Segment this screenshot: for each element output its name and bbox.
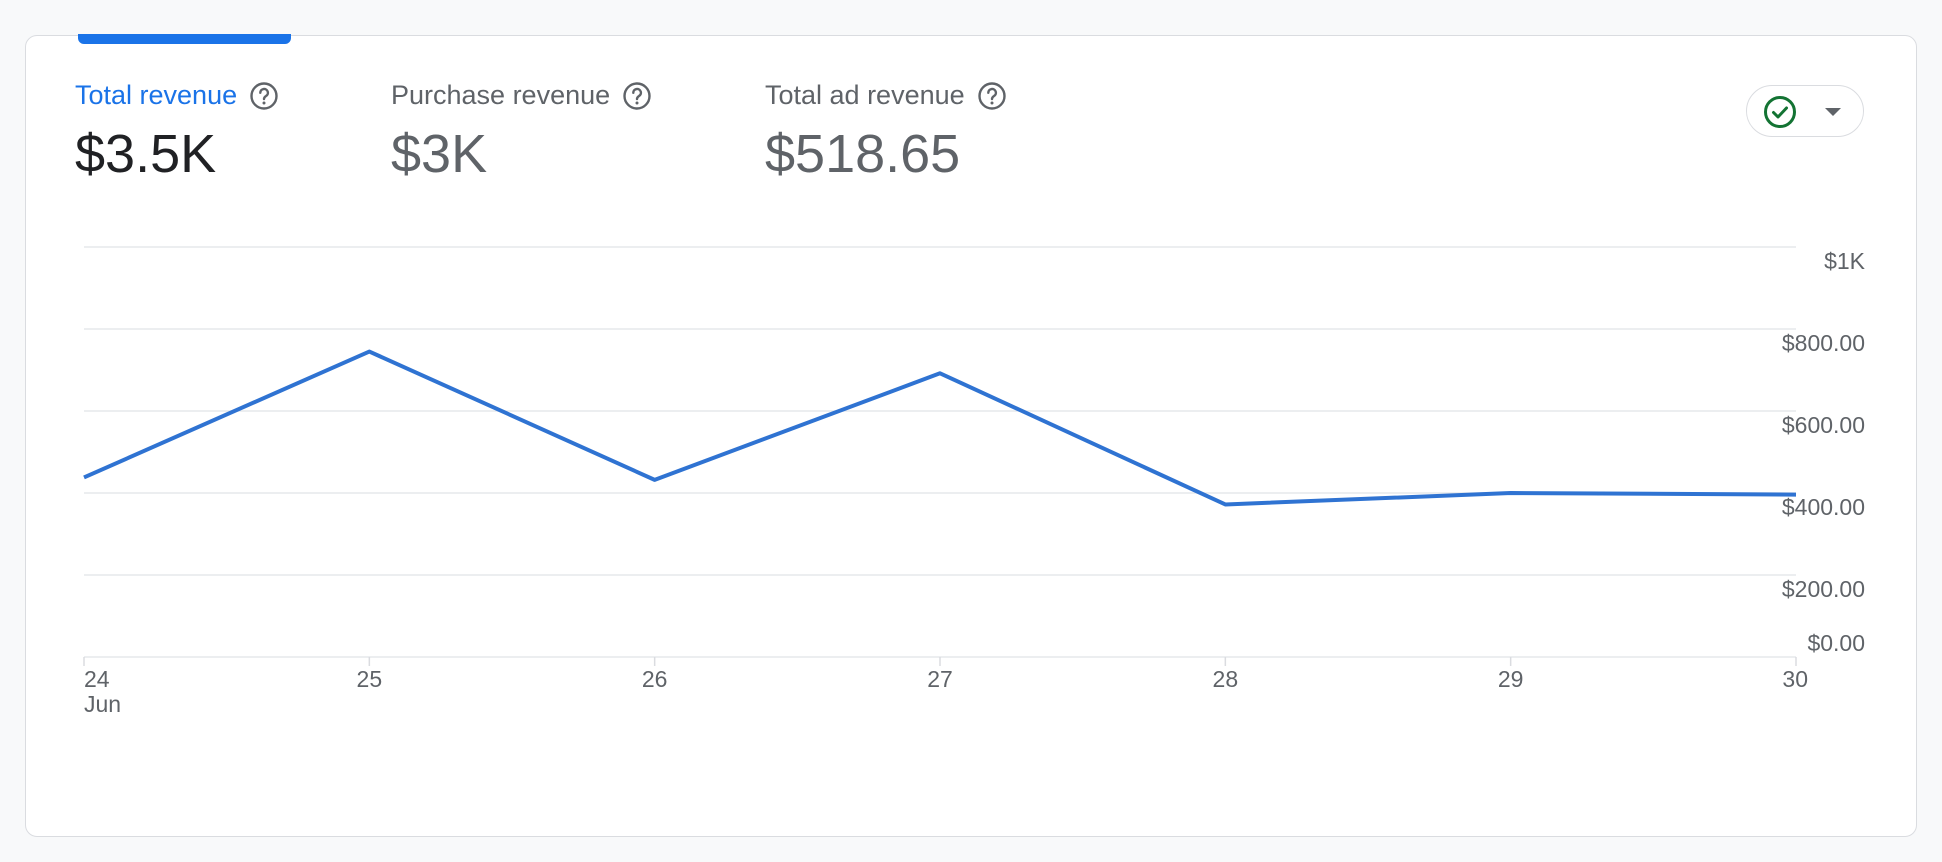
metric-value: $3.5K [75, 124, 217, 184]
revenue-card [25, 35, 1917, 837]
x-tick-label: 25 [357, 666, 383, 692]
data-point[interactable] [1221, 500, 1229, 508]
y-tick-label: $1K [1824, 248, 1866, 274]
metric-purchase-revenue[interactable]: Purchase revenue $3K [391, 80, 652, 185]
metric-value: $3K [391, 124, 488, 184]
data-point[interactable] [365, 348, 373, 356]
status-dropdown-button[interactable] [1746, 85, 1864, 137]
x-tick-label: 30 [1782, 666, 1808, 692]
check-circle-icon [1764, 96, 1796, 128]
x-tick-sublabel: Jun [84, 691, 121, 717]
series-layer [80, 348, 1800, 508]
help-icon[interactable] [249, 81, 279, 111]
metric-label: Purchase revenue [391, 80, 611, 110]
x-tick-label: 24 [84, 666, 110, 692]
y-tick-label: $400.00 [1782, 494, 1865, 520]
active-tab-indicator [78, 34, 291, 44]
metric-value: $518.65 [765, 124, 961, 184]
y-tick-label: $200.00 [1782, 576, 1865, 602]
help-icon[interactable] [622, 81, 652, 111]
gridlines [84, 246, 1796, 658]
data-point[interactable] [1792, 491, 1800, 499]
data-point[interactable] [80, 473, 88, 481]
data-point[interactable] [1507, 489, 1515, 497]
metric-label: Total ad revenue [765, 80, 965, 110]
x-tick-label: 27 [927, 666, 953, 692]
x-tick-label: 28 [1213, 666, 1239, 692]
y-axis-labels: $0.00 $200.00 $400.00 $600.00 $800.00 $1K [1782, 248, 1866, 656]
y-tick-label: $600.00 [1782, 412, 1865, 438]
metric-total-ad-revenue[interactable]: Total ad revenue $518.65 [765, 80, 1007, 185]
help-icon[interactable] [977, 81, 1007, 111]
metric-total-revenue[interactable]: Total revenue $3.5K [75, 80, 279, 185]
y-tick-label: $800.00 [1782, 330, 1865, 356]
y-tick-label: $0.00 [1807, 630, 1865, 656]
data-point[interactable] [936, 369, 944, 377]
metric-label: Total revenue [75, 80, 238, 110]
x-tick-label: 29 [1498, 666, 1524, 692]
series-line [83, 349, 1797, 507]
data-point[interactable] [651, 476, 659, 484]
x-tick-label: 26 [642, 666, 668, 692]
caret-down-icon [1825, 108, 1841, 116]
